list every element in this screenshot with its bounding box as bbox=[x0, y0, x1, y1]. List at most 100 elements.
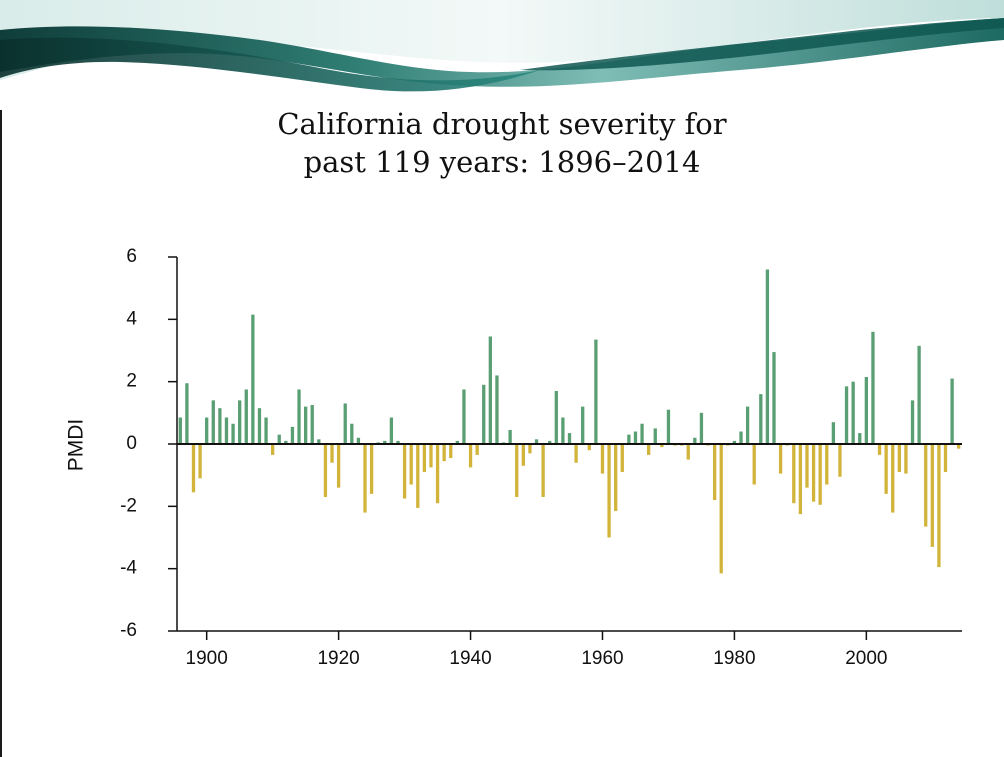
bar-1900 bbox=[205, 417, 209, 444]
bar-1951 bbox=[541, 444, 545, 497]
bar-1904 bbox=[231, 423, 235, 444]
bar-2014 bbox=[957, 444, 961, 449]
bar-2002 bbox=[877, 444, 882, 455]
bar-1924 bbox=[363, 444, 367, 513]
bar-2010 bbox=[930, 444, 934, 547]
bar-1927 bbox=[383, 440, 387, 444]
bar-1983 bbox=[752, 444, 756, 485]
bar-1967 bbox=[647, 444, 651, 455]
bar-2013 bbox=[950, 378, 954, 444]
bar-1987 bbox=[778, 444, 783, 474]
bar-1952 bbox=[548, 440, 552, 444]
bar-1946 bbox=[508, 429, 512, 444]
bar-1970 bbox=[666, 409, 671, 444]
bar-1977 bbox=[712, 444, 717, 501]
bar-1961 bbox=[607, 444, 611, 538]
bar-1917 bbox=[317, 439, 321, 444]
x-tick-label: 1960 bbox=[581, 648, 623, 669]
bar-2007 bbox=[910, 400, 915, 444]
bar-1925 bbox=[369, 444, 374, 494]
bar-1915 bbox=[303, 406, 308, 444]
bar-2005 bbox=[897, 444, 901, 473]
bar-1955 bbox=[567, 433, 572, 444]
bar-1991 bbox=[805, 444, 809, 488]
bar-1954 bbox=[561, 417, 565, 444]
bar-1998 bbox=[851, 381, 855, 444]
bar-1966 bbox=[640, 423, 644, 444]
bar-1923 bbox=[356, 437, 361, 444]
x-tick-label: 1900 bbox=[186, 648, 228, 669]
bar-1944 bbox=[495, 375, 499, 444]
bar-1959 bbox=[594, 339, 598, 444]
bar-1939 bbox=[462, 389, 466, 444]
bar-1916 bbox=[310, 405, 314, 444]
bar-1936 bbox=[442, 444, 446, 462]
bar-1963 bbox=[620, 444, 624, 473]
bar-1930 bbox=[402, 444, 407, 499]
chart-title-line-2: past 119 years: 1896–2014 bbox=[303, 145, 701, 179]
bar-1899 bbox=[198, 444, 202, 479]
bar-1937 bbox=[449, 444, 453, 459]
bar-1935 bbox=[435, 444, 440, 504]
bar-1908 bbox=[257, 408, 262, 444]
y-tick-label: -6 bbox=[120, 620, 137, 641]
decorative-wave-banner bbox=[0, 0, 1004, 110]
bar-1938 bbox=[455, 440, 460, 444]
y-tick-label: -2 bbox=[120, 495, 137, 516]
bar-1902 bbox=[218, 408, 222, 444]
bar-1907 bbox=[251, 314, 255, 444]
bar-1901 bbox=[211, 400, 215, 444]
bar-1953 bbox=[554, 391, 558, 444]
y-tick-label: 6 bbox=[126, 246, 137, 267]
bar-1964 bbox=[627, 434, 631, 444]
bar-1948 bbox=[521, 444, 525, 466]
bar-1957 bbox=[581, 406, 585, 444]
bar-1975 bbox=[699, 412, 704, 444]
bar-1896 bbox=[178, 417, 182, 444]
bar-1956 bbox=[574, 444, 578, 463]
bar-1982 bbox=[745, 406, 750, 444]
bar-2000 bbox=[864, 376, 868, 444]
bar-1995 bbox=[831, 422, 836, 444]
bar-1985 bbox=[765, 269, 770, 444]
bar-1920 bbox=[336, 444, 341, 488]
bar-1960 bbox=[600, 444, 605, 474]
bar-1897 bbox=[185, 383, 189, 444]
bar-2012 bbox=[943, 444, 948, 473]
bar-1997 bbox=[844, 386, 849, 444]
y-tick-label: 2 bbox=[126, 371, 137, 392]
bar-1906 bbox=[244, 389, 248, 444]
bar-1999 bbox=[858, 433, 862, 444]
bar-1940 bbox=[468, 444, 473, 468]
bar-1986 bbox=[772, 352, 776, 444]
bar-1981 bbox=[739, 431, 743, 444]
bar-1929 bbox=[396, 440, 400, 444]
bar-1941 bbox=[475, 444, 479, 455]
bar-1905 bbox=[238, 400, 242, 444]
bar-1933 bbox=[422, 444, 427, 473]
bar-1989 bbox=[792, 444, 796, 504]
bar-1994 bbox=[825, 444, 829, 485]
bar-1934 bbox=[429, 444, 433, 468]
bar-1978 bbox=[719, 444, 723, 574]
bar-1911 bbox=[277, 434, 281, 444]
bar-2003 bbox=[884, 444, 888, 494]
bar-1969 bbox=[660, 444, 664, 448]
bar-2008 bbox=[917, 345, 921, 444]
bar-2006 bbox=[904, 444, 908, 474]
x-tick-label: 1940 bbox=[449, 648, 491, 669]
bar-1921 bbox=[343, 403, 347, 444]
bar-1962 bbox=[614, 444, 618, 512]
bar-1968 bbox=[653, 428, 657, 444]
bar-1913 bbox=[290, 426, 295, 444]
bar-1996 bbox=[838, 444, 842, 477]
bar-1922 bbox=[350, 423, 354, 444]
bar-1912 bbox=[284, 440, 288, 444]
chart-title: California drought severity for past 119… bbox=[0, 105, 1004, 181]
bar-1943 bbox=[488, 336, 492, 444]
bar-1898 bbox=[191, 444, 196, 493]
bar-2004 bbox=[891, 444, 895, 513]
bar-1984 bbox=[759, 394, 763, 444]
